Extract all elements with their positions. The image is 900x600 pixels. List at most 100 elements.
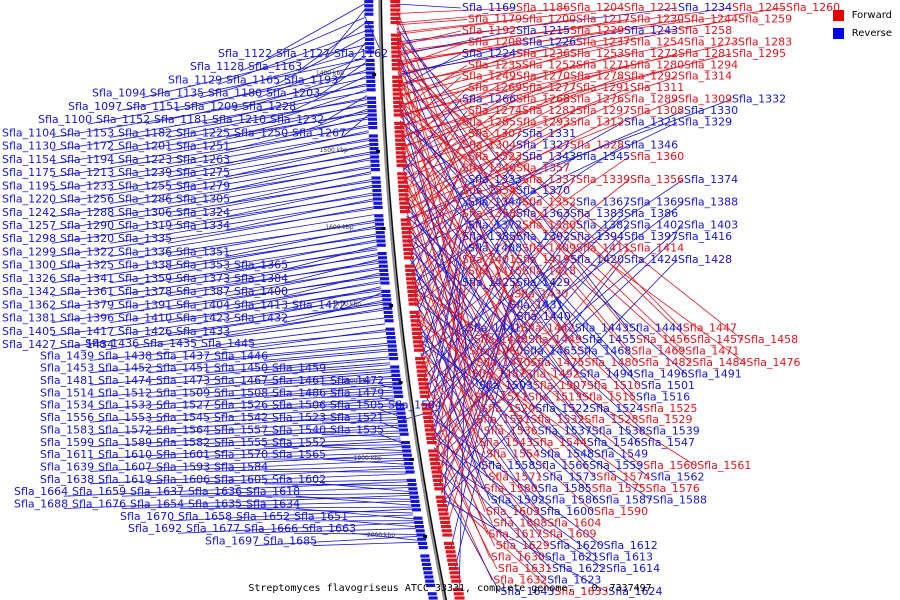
gene-label[interactable]: Sfla_1335 <box>118 232 172 245</box>
gene-label[interactable]: Sfla_1455 <box>582 333 636 346</box>
gene-label[interactable]: Sfla_1422 <box>292 298 346 311</box>
gene-label[interactable]: Sfla_1557 <box>214 423 268 436</box>
gene-label[interactable]: Sfla_1336 <box>118 245 172 258</box>
gene-label[interactable]: Sfla_1418 <box>522 264 576 277</box>
gene-label[interactable]: Sfla_1344 <box>468 196 522 209</box>
gene-label[interactable]: Sfla_1409 <box>522 241 576 254</box>
gene-label[interactable]: Sfla_1508 <box>214 386 268 399</box>
gene-label[interactable]: Sfla_1560 <box>643 459 697 472</box>
gene-label[interactable]: Sfla_1195 <box>2 179 56 192</box>
gene-label[interactable]: Sfla_1643 <box>500 585 554 598</box>
gene-label[interactable]: Sfla_1425 <box>462 276 516 289</box>
gene-label[interactable]: Sfla_1225 <box>176 126 230 139</box>
gene-label[interactable]: Sfla_1253 <box>570 47 624 60</box>
gene-label[interactable]: Sfla_1201 <box>118 140 172 153</box>
gene-label[interactable]: Sfla_1556 <box>40 411 94 424</box>
gene-label[interactable]: Sfla_1451 <box>156 362 210 375</box>
gene-label[interactable]: Sfla_1663 <box>302 522 356 535</box>
gene-label[interactable]: Sfla_1688 <box>14 498 68 511</box>
gene-label[interactable]: Sfla_1308 <box>630 104 684 117</box>
gene-label[interactable]: Sfla_1298 <box>2 232 56 245</box>
gene-label[interactable]: Sfla_1250 <box>234 126 288 139</box>
gene-label[interactable]: Sfla_1516 <box>636 390 690 403</box>
gene-label[interactable]: Sfla_1532 <box>530 413 584 426</box>
gene-label[interactable]: Sfla_1467 <box>214 374 268 387</box>
gene-label[interactable]: Sfla_1220 <box>2 193 56 206</box>
gene-label[interactable]: Sfla_1278 <box>570 70 624 83</box>
gene-label[interactable]: Sfla_1307 <box>468 127 522 140</box>
gene-label[interactable]: Sfla_1450 <box>214 362 268 375</box>
gene-label[interactable]: Sfla_1475 <box>530 356 584 369</box>
gene-label[interactable]: Sfla_1605 <box>214 473 268 486</box>
gene-label[interactable]: Sfla_1620 <box>550 539 604 552</box>
gene-label[interactable]: Sfla_1179 <box>468 12 522 25</box>
gene-label[interactable]: Sfla_1151 <box>126 100 180 113</box>
gene-label[interactable]: Sfla_1381 <box>2 312 56 325</box>
gene-label[interactable]: Sfla_1384 <box>234 272 288 285</box>
gene-label[interactable]: Sfla_1100 <box>38 113 92 126</box>
gene-label[interactable]: Sfla_1415 <box>468 264 522 277</box>
gene-label[interactable]: Sfla_1459 <box>272 362 326 375</box>
gene-label[interactable]: Sfla_1404 <box>176 298 230 311</box>
gene-label[interactable]: Sfla_1330 <box>684 104 738 117</box>
gene-label[interactable]: Sfla_1252 <box>522 58 576 71</box>
gene-label[interactable]: Sfla_1635 <box>188 498 242 511</box>
gene-label[interactable]: Sfla_1445 <box>201 337 255 350</box>
gene-label[interactable]: Sfla_1619 <box>98 473 152 486</box>
gene-label[interactable]: Sfla_1299 <box>2 245 56 258</box>
gene-label[interactable]: Sfla_1565 <box>272 448 326 461</box>
gene-label[interactable]: Sfla_1602 <box>272 473 326 486</box>
gene-label[interactable]: Sfla_1523 <box>272 411 326 424</box>
gene-label[interactable]: Sfla_1392 <box>516 230 570 243</box>
gene-label[interactable]: Sfla_1363 <box>516 207 570 220</box>
gene-label[interactable]: Sfla_1461 <box>272 374 326 387</box>
gene-label[interactable]: Sfla_1314 <box>678 70 732 83</box>
gene-label[interactable]: Sfla_1324 <box>176 206 230 219</box>
gene-label[interactable]: Sfla_1243 <box>624 24 678 37</box>
gene-label[interactable]: Sfla_1608 <box>493 516 547 529</box>
gene-label[interactable]: Sfla_1369 <box>630 196 684 209</box>
gene-label[interactable]: Sfla_1436 <box>85 337 139 350</box>
gene-label[interactable]: Sfla_1433 <box>176 325 230 338</box>
gene-label[interactable]: Sfla_1470 <box>476 356 530 369</box>
gene-label[interactable]: Sfla_1391 <box>118 298 172 311</box>
gene-label[interactable]: Sfla_1200 <box>522 12 576 25</box>
gene-label[interactable]: Sfla_1379 <box>60 298 114 311</box>
gene-label[interactable]: Sfla_1226 <box>522 35 576 48</box>
gene-label[interactable]: Sfla_1230 <box>630 12 684 25</box>
gene-label[interactable]: Sfla_1419 <box>516 253 570 266</box>
gene-label[interactable]: Sfla_1553 <box>98 411 152 424</box>
gene-label[interactable]: Sfla_1289 <box>624 93 678 106</box>
gene-label[interactable]: Sfla_1280 <box>630 58 684 71</box>
gene-label[interactable]: Sfla_1666 <box>244 522 298 535</box>
gene-label[interactable]: Sfla_1600 <box>540 505 594 518</box>
gene-label[interactable]: Sfla_1272 <box>624 47 678 60</box>
gene-label[interactable]: Sfla_1405 <box>2 325 56 338</box>
gene-label[interactable]: Sfla_1258 <box>678 24 732 37</box>
gene-label[interactable]: Sfla_1367 <box>576 196 630 209</box>
gene-label[interactable]: Sfla_1685 <box>263 535 317 548</box>
gene-label[interactable]: Sfla_1535 <box>330 423 384 436</box>
gene-label[interactable]: Sfla_1293 <box>516 116 570 129</box>
gene-label[interactable]: Sfla_1503 <box>479 379 533 392</box>
gene-label[interactable]: Sfla_1526 <box>214 399 268 412</box>
gene-label[interactable]: Sfla_1486 <box>272 386 326 399</box>
gene-label[interactable]: Sfla_1416 <box>678 230 732 243</box>
gene-label[interactable]: Sfla_1358 <box>462 207 516 220</box>
gene-label[interactable]: Sfla_1555 <box>214 436 268 449</box>
gene-label[interactable]: Sfla_1403 <box>684 219 738 232</box>
gene-label[interactable]: Sfla_1692 <box>128 522 182 535</box>
gene-label[interactable]: Sfla_1104 <box>2 126 56 139</box>
gene-label[interactable]: Sfla_1609 <box>542 528 596 541</box>
gene-label[interactable]: Sfla_1322 <box>60 245 114 258</box>
gene-label[interactable]: Sfla_1306 <box>118 206 172 219</box>
gene-label[interactable]: Sfla_1128 <box>190 60 244 73</box>
gene-label[interactable]: Sfla_1237 <box>576 35 630 48</box>
gene-label[interactable]: Sfla_1434 <box>60 338 114 351</box>
gene-label[interactable]: Sfla_1520 <box>481 402 535 415</box>
gene-label[interactable]: Sfla_1283 <box>738 35 792 48</box>
gene-label[interactable]: Sfla_1129 <box>168 73 222 86</box>
gene-label[interactable]: Sfla_1169 <box>462 1 516 14</box>
gene-label[interactable]: Sfla_1153 <box>60 126 114 139</box>
gene-label[interactable]: Sfla_1580 <box>484 482 538 495</box>
